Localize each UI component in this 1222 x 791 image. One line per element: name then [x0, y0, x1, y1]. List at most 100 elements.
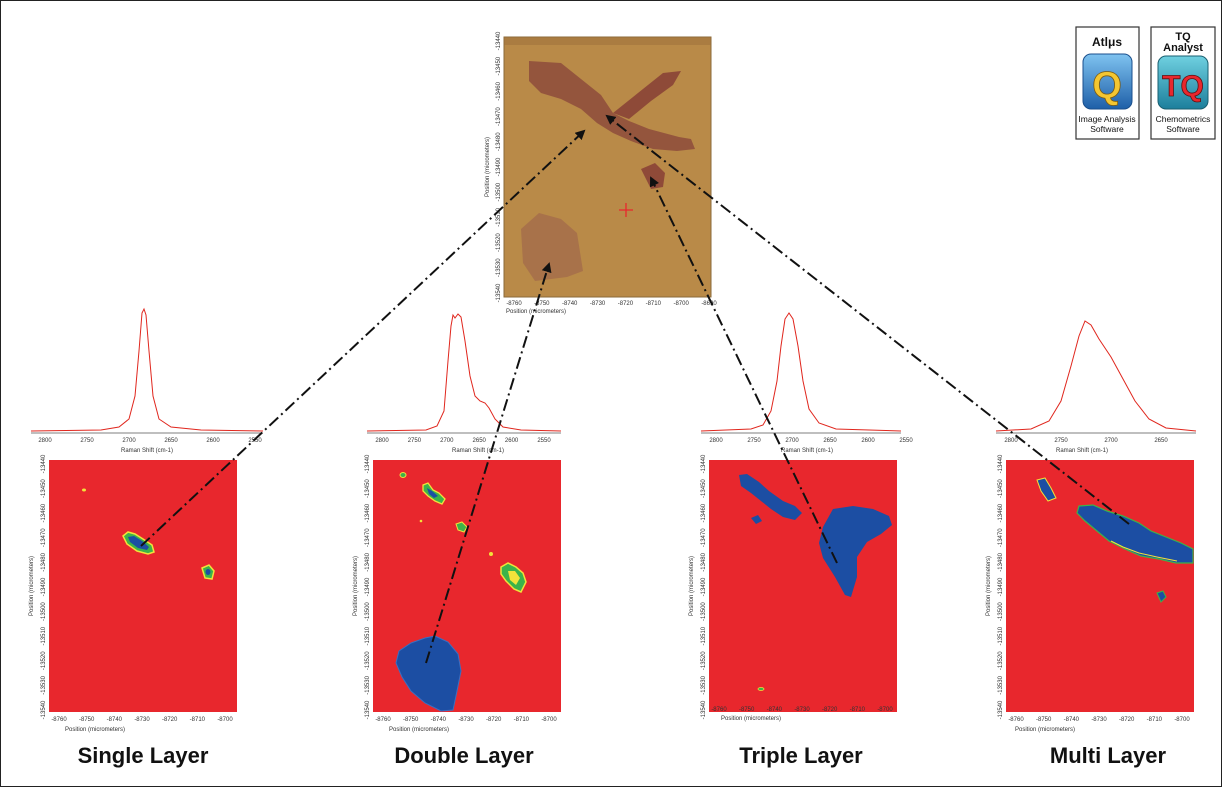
optical-x-ticks: -8760 -8750 -8740 -8730 -8720 -8710 -8700 -8690	[506, 301, 717, 307]
map-y-tick-label: -13460	[365, 503, 371, 522]
optical-y-tick-label: -13500	[496, 182, 502, 201]
map-x-tick-label: -8720	[1119, 717, 1135, 723]
cluster-spot	[757, 687, 765, 691]
optical-x-tick-label: -8690	[701, 301, 717, 307]
spectrum-ticks: 2800 2750 2700 2650	[1004, 438, 1168, 444]
optical-y-tick-label: -13520	[496, 233, 502, 252]
panel-multi-layer: 2800 2750 2700 2650 Raman Shift (cm-1) -134…	[986, 320, 1197, 768]
arrow-multi-layer	[605, 114, 1130, 525]
spectrum-tick-label: 2700	[122, 438, 136, 444]
map-x-tick-label: -8760	[51, 717, 67, 723]
spectrum-xlabel: Raman Shift (cm-1)	[781, 448, 833, 454]
map-x-tick-label: -8730	[458, 717, 474, 723]
map-y-tick-label: -13490	[701, 577, 707, 596]
atlus-logo-line2: Software	[1090, 124, 1124, 134]
cluster-region	[739, 474, 802, 520]
map-y-tick-label: -13460	[998, 503, 1004, 522]
cluster-region	[1036, 477, 1057, 502]
map-x-tick-label: -8740	[1064, 717, 1080, 723]
map-y-tick-label: -13500	[701, 602, 707, 621]
spectrum-tick-label: 2750	[747, 438, 761, 444]
map-x-tick-label: -8740	[767, 707, 783, 713]
map-ylabel: Position (micrometers)	[29, 556, 35, 616]
cluster-spot	[489, 552, 493, 556]
map-y-tick-label: -13540	[998, 700, 1004, 719]
map-background	[49, 460, 237, 712]
cluster-edge	[1110, 540, 1178, 562]
spectrum-tick-label: 2650	[164, 438, 178, 444]
map-y-tick-label: -13450	[41, 479, 47, 498]
optical-x-tick-label: -8740	[562, 301, 578, 307]
map-ylabel: Position (micrometers)	[689, 556, 695, 616]
optical-xlabel: Position (micrometers)	[506, 309, 566, 315]
spectrum-tick-label: 2700	[1104, 438, 1118, 444]
map-x-tick-label: -8750	[1036, 717, 1052, 723]
graphene-flake-tail	[641, 163, 665, 189]
spectrum-tick-label: 2600	[206, 438, 220, 444]
spectrum-tick-label: 2550	[248, 438, 262, 444]
map-x-tick-label: -8730	[794, 707, 810, 713]
map-x-tick-label: -8710	[850, 707, 866, 713]
optical-x-tick-label: -8750	[534, 301, 550, 307]
map-y-tick-label: -13440	[998, 454, 1004, 473]
map-y-tick-label: -13510	[701, 626, 707, 645]
spectrum-tick-label: 2800	[375, 438, 389, 444]
cluster-region	[751, 515, 762, 524]
map-y-tick-label: -13530	[998, 675, 1004, 694]
cluster-region-core	[508, 571, 520, 585]
map-y-tick-label: -13540	[701, 700, 707, 719]
map-y-tick-label: -13530	[365, 675, 371, 694]
spectrum-tick-label: 2800	[1004, 438, 1018, 444]
map-y-tick-label: -13480	[701, 552, 707, 571]
cluster-region-core	[427, 488, 438, 498]
graphene-flake-large	[529, 61, 695, 151]
layer-label: Single Layer	[78, 743, 209, 768]
spectrum-xlabel: Raman Shift (cm-1)	[1056, 448, 1108, 454]
map-y-tick-label: -13510	[365, 626, 371, 645]
map-x-tick-label: -8710	[190, 717, 206, 723]
map-y-tick-label: -13540	[365, 700, 371, 719]
map-y-tick-label: -13490	[41, 577, 47, 596]
map-xlabel: Position (micrometers)	[65, 727, 125, 733]
optical-y-tick-label: -13480	[496, 132, 502, 151]
map-x-tick-label: -8700	[1174, 717, 1190, 723]
optical-y-tick-label: -13510	[496, 207, 502, 226]
optical-y-tick-label: -13490	[496, 157, 502, 176]
map-y-tick-label: -13450	[998, 479, 1004, 498]
spectrum-tick-label: 2750	[408, 438, 422, 444]
spectrum-tick-label: 2650	[473, 438, 487, 444]
map-x-tick-label: -8750	[739, 707, 755, 713]
map-y-tick-label: -13470	[998, 528, 1004, 547]
arrow-double-layer	[425, 262, 552, 664]
map-y-ticks: -13440 -13450 -13460 -13470 -13480 -13490 -135…	[365, 454, 371, 719]
map-y-tick-label: -13520	[365, 651, 371, 670]
map-x-tick-label: -8730	[1091, 717, 1107, 723]
spectrum-tick-label: 2600	[861, 438, 875, 444]
spectrum-tick-label: 2650	[823, 438, 837, 444]
layer-label: Multi Layer	[1050, 743, 1167, 768]
map-y-tick-label: -13520	[41, 651, 47, 670]
tq-logo-title-2: Analyst	[1163, 42, 1203, 54]
map-y-tick-label: -13480	[41, 552, 47, 571]
map-x-ticks: -8760 -8750 -8740 -8730 -8720 -8710 -8700	[711, 707, 893, 713]
map-x-tick-label: -8700	[541, 717, 557, 723]
map-x-tick-label: -8740	[107, 717, 123, 723]
spectrum-ticks: 2800 2750 2700 2650 2600 2550	[375, 438, 551, 444]
optical-ylabel: Position (micrometers)	[485, 137, 491, 197]
map-xlabel: Position (micrometers)	[1015, 727, 1075, 733]
tq-logo-tile	[1157, 55, 1209, 110]
optical-y-tick-label: -13530	[496, 258, 502, 277]
cluster-spot	[419, 519, 423, 523]
spectrum-ticks: 2800 2750 2700 2650 2600 2550	[709, 438, 913, 444]
map-x-tick-label: -8710	[514, 717, 530, 723]
spectrum-ticks: 2800 2750 2700 2650 2600 2550	[38, 438, 262, 444]
optical-image-panel: Position (micrometers) Position (microme…	[485, 31, 717, 315]
spectrum-tick-label: 2750	[80, 438, 94, 444]
map-x-ticks: -8760 -8750 -8740 -8730 -8720 -8710 -8700	[1008, 717, 1190, 723]
map-y-tick-label: -13500	[998, 602, 1004, 621]
atlus-logo: Atlμs Q Image Analysis Software	[1075, 26, 1140, 140]
tq-analyst-logo: TQ Analyst TQ Chemometrics Software	[1150, 26, 1216, 140]
spectrum-curve	[995, 320, 1197, 432]
